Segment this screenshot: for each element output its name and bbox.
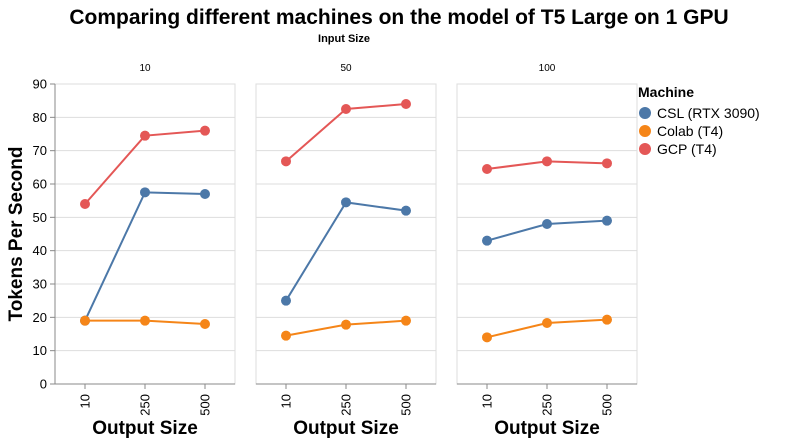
y-tick-label: 60: [33, 177, 47, 192]
data-point: [281, 330, 291, 341]
facet-label: 50: [340, 63, 352, 74]
legend-symbol: [639, 125, 651, 137]
data-point: [140, 130, 150, 141]
data-point: [341, 197, 351, 208]
x-tick-label: 500: [600, 394, 615, 416]
data-point: [341, 104, 351, 114]
data-point: [482, 235, 492, 246]
legend-label: CSL (RTX 3090): [657, 105, 760, 121]
legend-symbol: [639, 107, 651, 119]
x-tick-label: 250: [138, 394, 153, 416]
data-point: [200, 319, 210, 329]
data-point: [140, 187, 150, 198]
x-tick-label: 10: [78, 394, 93, 408]
y-tick-label: 10: [33, 343, 47, 358]
legend-symbol: [639, 143, 651, 155]
x-tick-label: 500: [198, 394, 213, 416]
x-tick-label: 10: [480, 394, 495, 408]
data-point: [140, 315, 150, 326]
y-tick-label: 0: [40, 377, 47, 392]
facet-label: 10: [139, 63, 151, 74]
legend: Machine CSL (RTX 3090) Colab (T4) GCP (T4): [638, 84, 760, 157]
y-tick-label: 90: [33, 77, 47, 92]
y-axis-title: Tokens Per Second: [6, 147, 27, 322]
data-point: [602, 314, 612, 325]
data-point: [281, 295, 291, 306]
data-point: [542, 156, 552, 167]
data-point: [401, 99, 411, 109]
x-axis-title: Output Size: [92, 418, 198, 439]
y-tick-label: 30: [33, 277, 47, 292]
legend-label: Colab (T4): [657, 123, 723, 139]
x-tick-label: 250: [540, 394, 555, 416]
x-tick-label: 10: [279, 394, 294, 408]
data-point: [80, 199, 90, 209]
legend-title: Machine: [638, 84, 694, 100]
data-point: [542, 318, 552, 328]
data-point: [542, 219, 552, 229]
series-line: [84, 191, 206, 322]
data-point: [482, 332, 492, 343]
x-axis-title: Output Size: [494, 418, 600, 439]
data-point: [602, 158, 612, 169]
x-tick-label: 500: [399, 394, 414, 416]
y-tick-label: 50: [33, 210, 47, 225]
data-point: [482, 164, 492, 174]
data-point: [602, 215, 612, 226]
data-point: [401, 315, 411, 326]
facet-header: Input Size: [318, 33, 370, 45]
data-point: [401, 205, 411, 216]
legend-label: GCP (T4): [657, 141, 717, 157]
x-axis-title: Output Size: [293, 418, 399, 439]
data-point: [281, 156, 291, 167]
data-point: [80, 315, 90, 326]
data-point: [341, 319, 351, 330]
y-tick-label: 20: [33, 310, 47, 325]
y-tick-label: 70: [33, 143, 47, 158]
chart-title: Comparing different machines on the mode…: [69, 6, 728, 29]
data-point: [200, 189, 210, 199]
data-point: [200, 125, 210, 136]
y-tick-label: 40: [33, 243, 47, 258]
facet-label: 100: [539, 63, 556, 74]
x-tick-label: 250: [339, 394, 354, 416]
y-tick-label: 80: [33, 110, 47, 125]
